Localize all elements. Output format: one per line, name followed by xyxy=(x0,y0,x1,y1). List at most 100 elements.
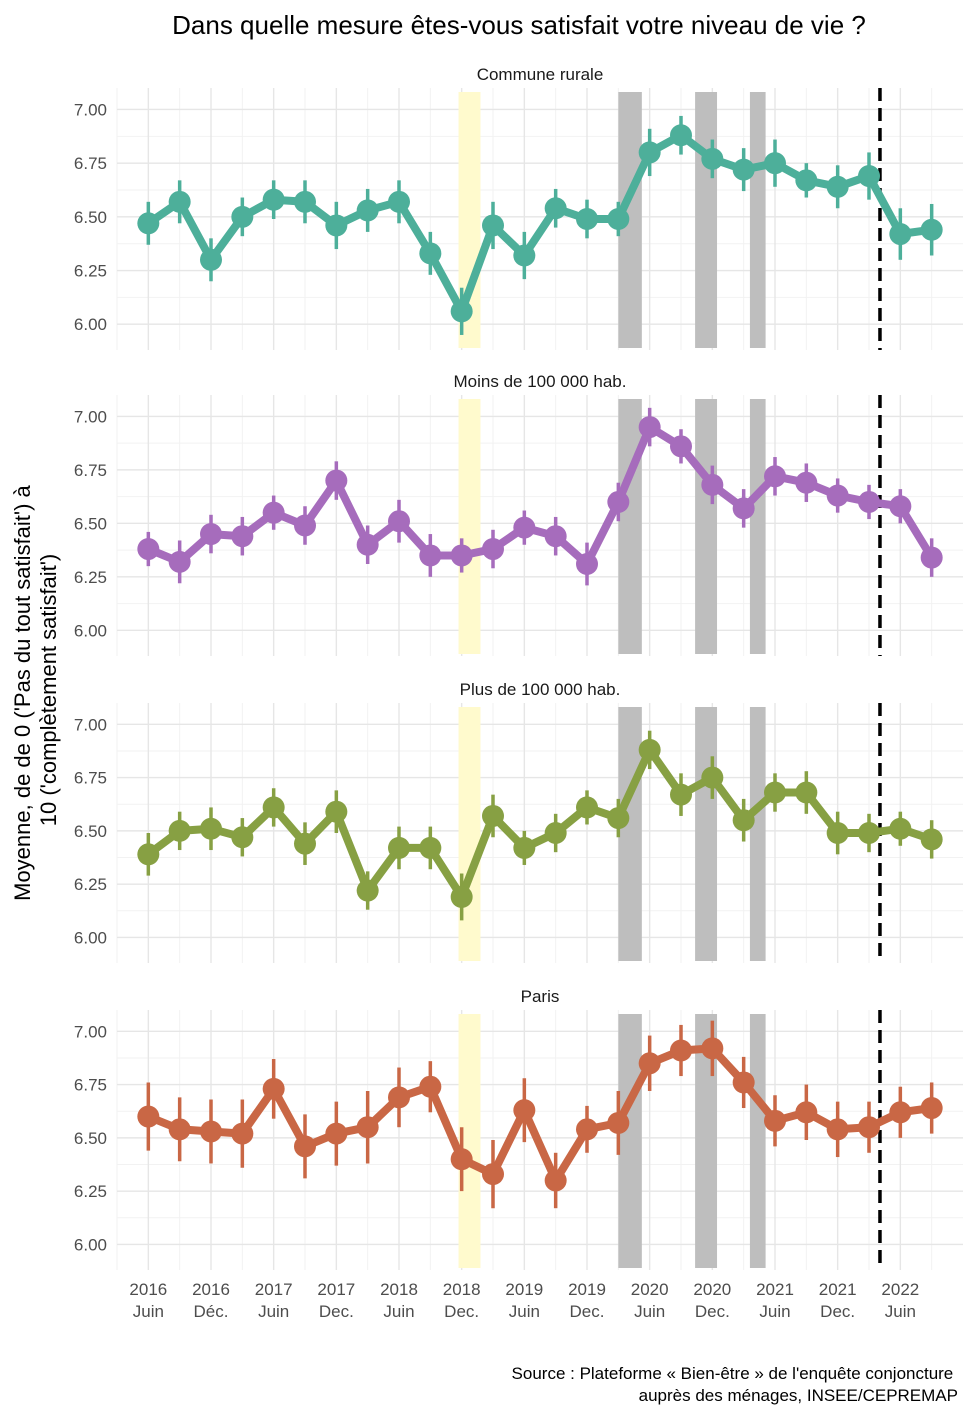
data-point xyxy=(450,885,473,908)
data-point xyxy=(388,190,410,213)
data-point xyxy=(356,199,379,222)
x-tick-month: Juin xyxy=(383,1302,414,1321)
data-point xyxy=(889,817,912,840)
x-tick-label: 2020 Juin xyxy=(631,1280,669,1321)
data-point xyxy=(889,1101,912,1124)
data-point xyxy=(356,533,379,556)
x-tick-month: Juin xyxy=(759,1302,790,1321)
data-point xyxy=(732,1071,755,1094)
data-point xyxy=(168,190,191,213)
x-tick-month: Dec. xyxy=(695,1302,730,1321)
data-point xyxy=(294,1135,316,1158)
x-tick-label: 2020 Dec. xyxy=(693,1280,731,1321)
x-axis: 2016 Juin 2016 Déc. 2017 Juin 2017 Dec. 2018 Juin… xyxy=(129,1280,919,1321)
shaded-period-0 xyxy=(458,707,481,961)
y-tick-label: 6.25 xyxy=(74,875,107,894)
data-point xyxy=(732,497,755,520)
data-point xyxy=(732,809,755,832)
x-tick-year: 2019 xyxy=(505,1280,543,1299)
data-point xyxy=(576,208,598,230)
y-tick-label: 6.25 xyxy=(74,568,107,587)
data-point xyxy=(419,836,442,859)
data-point xyxy=(638,738,661,761)
x-tick-month: Juin xyxy=(258,1302,289,1321)
data-point xyxy=(231,826,254,849)
x-tick-month: Juin xyxy=(509,1302,540,1321)
data-point xyxy=(920,218,943,241)
data-point xyxy=(826,175,849,198)
y-tick-label: 6.25 xyxy=(74,1182,107,1201)
x-tick-year: 2017 xyxy=(255,1280,293,1299)
shaded-period-0 xyxy=(458,399,481,654)
y-tick-label: 6.75 xyxy=(74,1076,107,1095)
y-axis-label-line-2: 10 ('complètement satisfait') xyxy=(36,554,61,827)
shaded-period-3 xyxy=(749,707,766,961)
data-point xyxy=(262,1077,285,1100)
x-tick-year: 2020 xyxy=(631,1280,669,1299)
shaded-period-3 xyxy=(749,1014,766,1268)
data-point xyxy=(200,523,222,546)
x-tick-year: 2022 xyxy=(881,1280,919,1299)
data-point xyxy=(795,781,818,804)
data-point xyxy=(294,832,316,855)
data-point xyxy=(764,781,786,804)
caption: Source : Plateforme « Bien-être » de l'e… xyxy=(512,1364,958,1405)
panel-3: Paris 6.00 6.25 6.50 6.75 7.00 xyxy=(74,987,963,1270)
data-point xyxy=(920,546,943,569)
y-tick-label: 6.00 xyxy=(74,315,107,334)
shaded-period-2 xyxy=(695,707,718,961)
shaded-period-3 xyxy=(749,399,766,654)
x-tick-year: 2017 xyxy=(317,1280,355,1299)
data-point xyxy=(231,525,254,548)
data-point xyxy=(482,538,504,561)
x-tick-label: 2021 Dec. xyxy=(819,1280,857,1321)
data-point xyxy=(826,822,849,844)
data-point xyxy=(858,490,880,513)
shaded-period-2 xyxy=(695,399,718,654)
data-point xyxy=(670,124,692,147)
data-point xyxy=(137,1105,160,1128)
data-point xyxy=(137,843,160,866)
y-tick-label: 6.75 xyxy=(74,461,107,480)
shaded-period-1 xyxy=(618,399,642,654)
x-tick-label: 2019 Juin xyxy=(505,1280,543,1321)
data-point xyxy=(294,514,316,537)
y-tick-label: 6.75 xyxy=(74,769,107,788)
y-tick-label: 7.00 xyxy=(74,407,107,426)
data-point xyxy=(294,190,316,213)
x-tick-month: Juin xyxy=(634,1302,665,1321)
x-tick-year: 2021 xyxy=(819,1280,857,1299)
x-tick-label: 2019 Dec. xyxy=(568,1280,606,1321)
data-point xyxy=(450,544,473,567)
shaded-period-1 xyxy=(618,1014,642,1268)
data-point xyxy=(356,1116,379,1139)
data-point xyxy=(168,550,191,573)
data-point xyxy=(231,205,254,228)
series-line xyxy=(144,745,936,901)
data-point xyxy=(576,1118,598,1141)
x-tick-month: Dec. xyxy=(319,1302,354,1321)
data-point xyxy=(513,516,536,539)
y-tick-label: 6.50 xyxy=(74,822,107,841)
x-tick-year: 2019 xyxy=(568,1280,606,1299)
data-point xyxy=(356,879,379,902)
data-point xyxy=(388,1086,410,1109)
data-point xyxy=(764,152,786,175)
chart-title: Dans quelle mesure êtes-vous satisfait v… xyxy=(172,10,866,40)
x-tick-month: Juin xyxy=(885,1302,916,1321)
data-point xyxy=(450,1148,473,1171)
data-point xyxy=(200,248,222,271)
data-point xyxy=(137,212,160,235)
shaded-period-1 xyxy=(618,707,642,961)
x-tick-label: 2017 Dec. xyxy=(317,1280,355,1321)
data-point xyxy=(419,242,442,265)
y-tick-label: 7.00 xyxy=(74,100,107,119)
data-point xyxy=(607,1111,630,1134)
x-tick-month: Dec. xyxy=(820,1302,855,1321)
y-tick-label: 7.00 xyxy=(74,1022,107,1041)
data-point xyxy=(482,1163,504,1186)
y-tick-label: 6.00 xyxy=(74,621,107,640)
data-point xyxy=(200,817,222,840)
y-tick-label: 6.50 xyxy=(74,208,107,227)
